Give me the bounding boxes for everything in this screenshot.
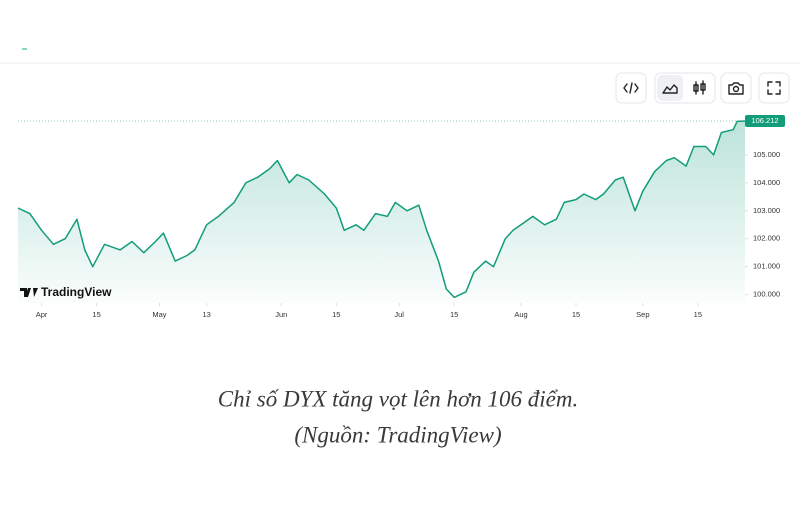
x-tick-label: 15: [572, 310, 580, 319]
candle-button[interactable]: [687, 75, 713, 101]
fullscreen-button[interactable]: [758, 72, 790, 104]
y-tick-label: 102.000: [753, 234, 780, 243]
candle-icon: [693, 80, 706, 95]
y-tick-label: 105.000: [753, 150, 780, 159]
y-tick-label: 100.000: [753, 290, 780, 299]
snapshot-button[interactable]: [720, 72, 752, 104]
x-tick-label: Jun: [275, 310, 287, 319]
x-tick-label: Aug: [514, 310, 527, 319]
price-tag-label: 106.212: [751, 116, 778, 125]
y-tick-label: 103.000: [753, 206, 780, 215]
tv-logo: [20, 288, 38, 297]
x-tick-label: May: [152, 310, 166, 319]
caption-line: (Nguồn: TradingView): [294, 422, 501, 447]
y-tick-label: 104.000: [753, 178, 780, 187]
embed-icon: [623, 82, 639, 94]
area-fill: [18, 121, 745, 303]
x-tick-label: Sep: [636, 310, 649, 319]
camera-icon: [728, 82, 744, 95]
caption-line: Chỉ số DYX tăng vọt lên hơn 106 điểm.: [218, 386, 578, 411]
area-button[interactable]: [657, 75, 683, 101]
toolbar: [615, 72, 790, 104]
price-tag: [745, 115, 785, 128]
x-tick-label: 15: [92, 310, 100, 319]
y-tick-label: 101.000: [753, 262, 780, 271]
watermark: TradingView: [20, 285, 112, 299]
watermark-text: TradingView: [41, 285, 112, 299]
x-tick-label: Apr: [36, 310, 48, 319]
plot: 100.000 101.000 102.000 103.000 104.000 105.0…: [17, 115, 785, 319]
x-tick-label: 15: [694, 310, 702, 319]
camera-lens: [732, 85, 740, 93]
x-tick-label: 15: [450, 310, 458, 319]
x-tick-label: Jul: [394, 310, 404, 319]
area-icon: [662, 84, 678, 94]
price-line: [17, 120, 746, 299]
x-tick-label: 13: [202, 310, 210, 319]
fullscreen-icon: [767, 81, 781, 95]
x-tick-label: 15: [332, 310, 340, 319]
